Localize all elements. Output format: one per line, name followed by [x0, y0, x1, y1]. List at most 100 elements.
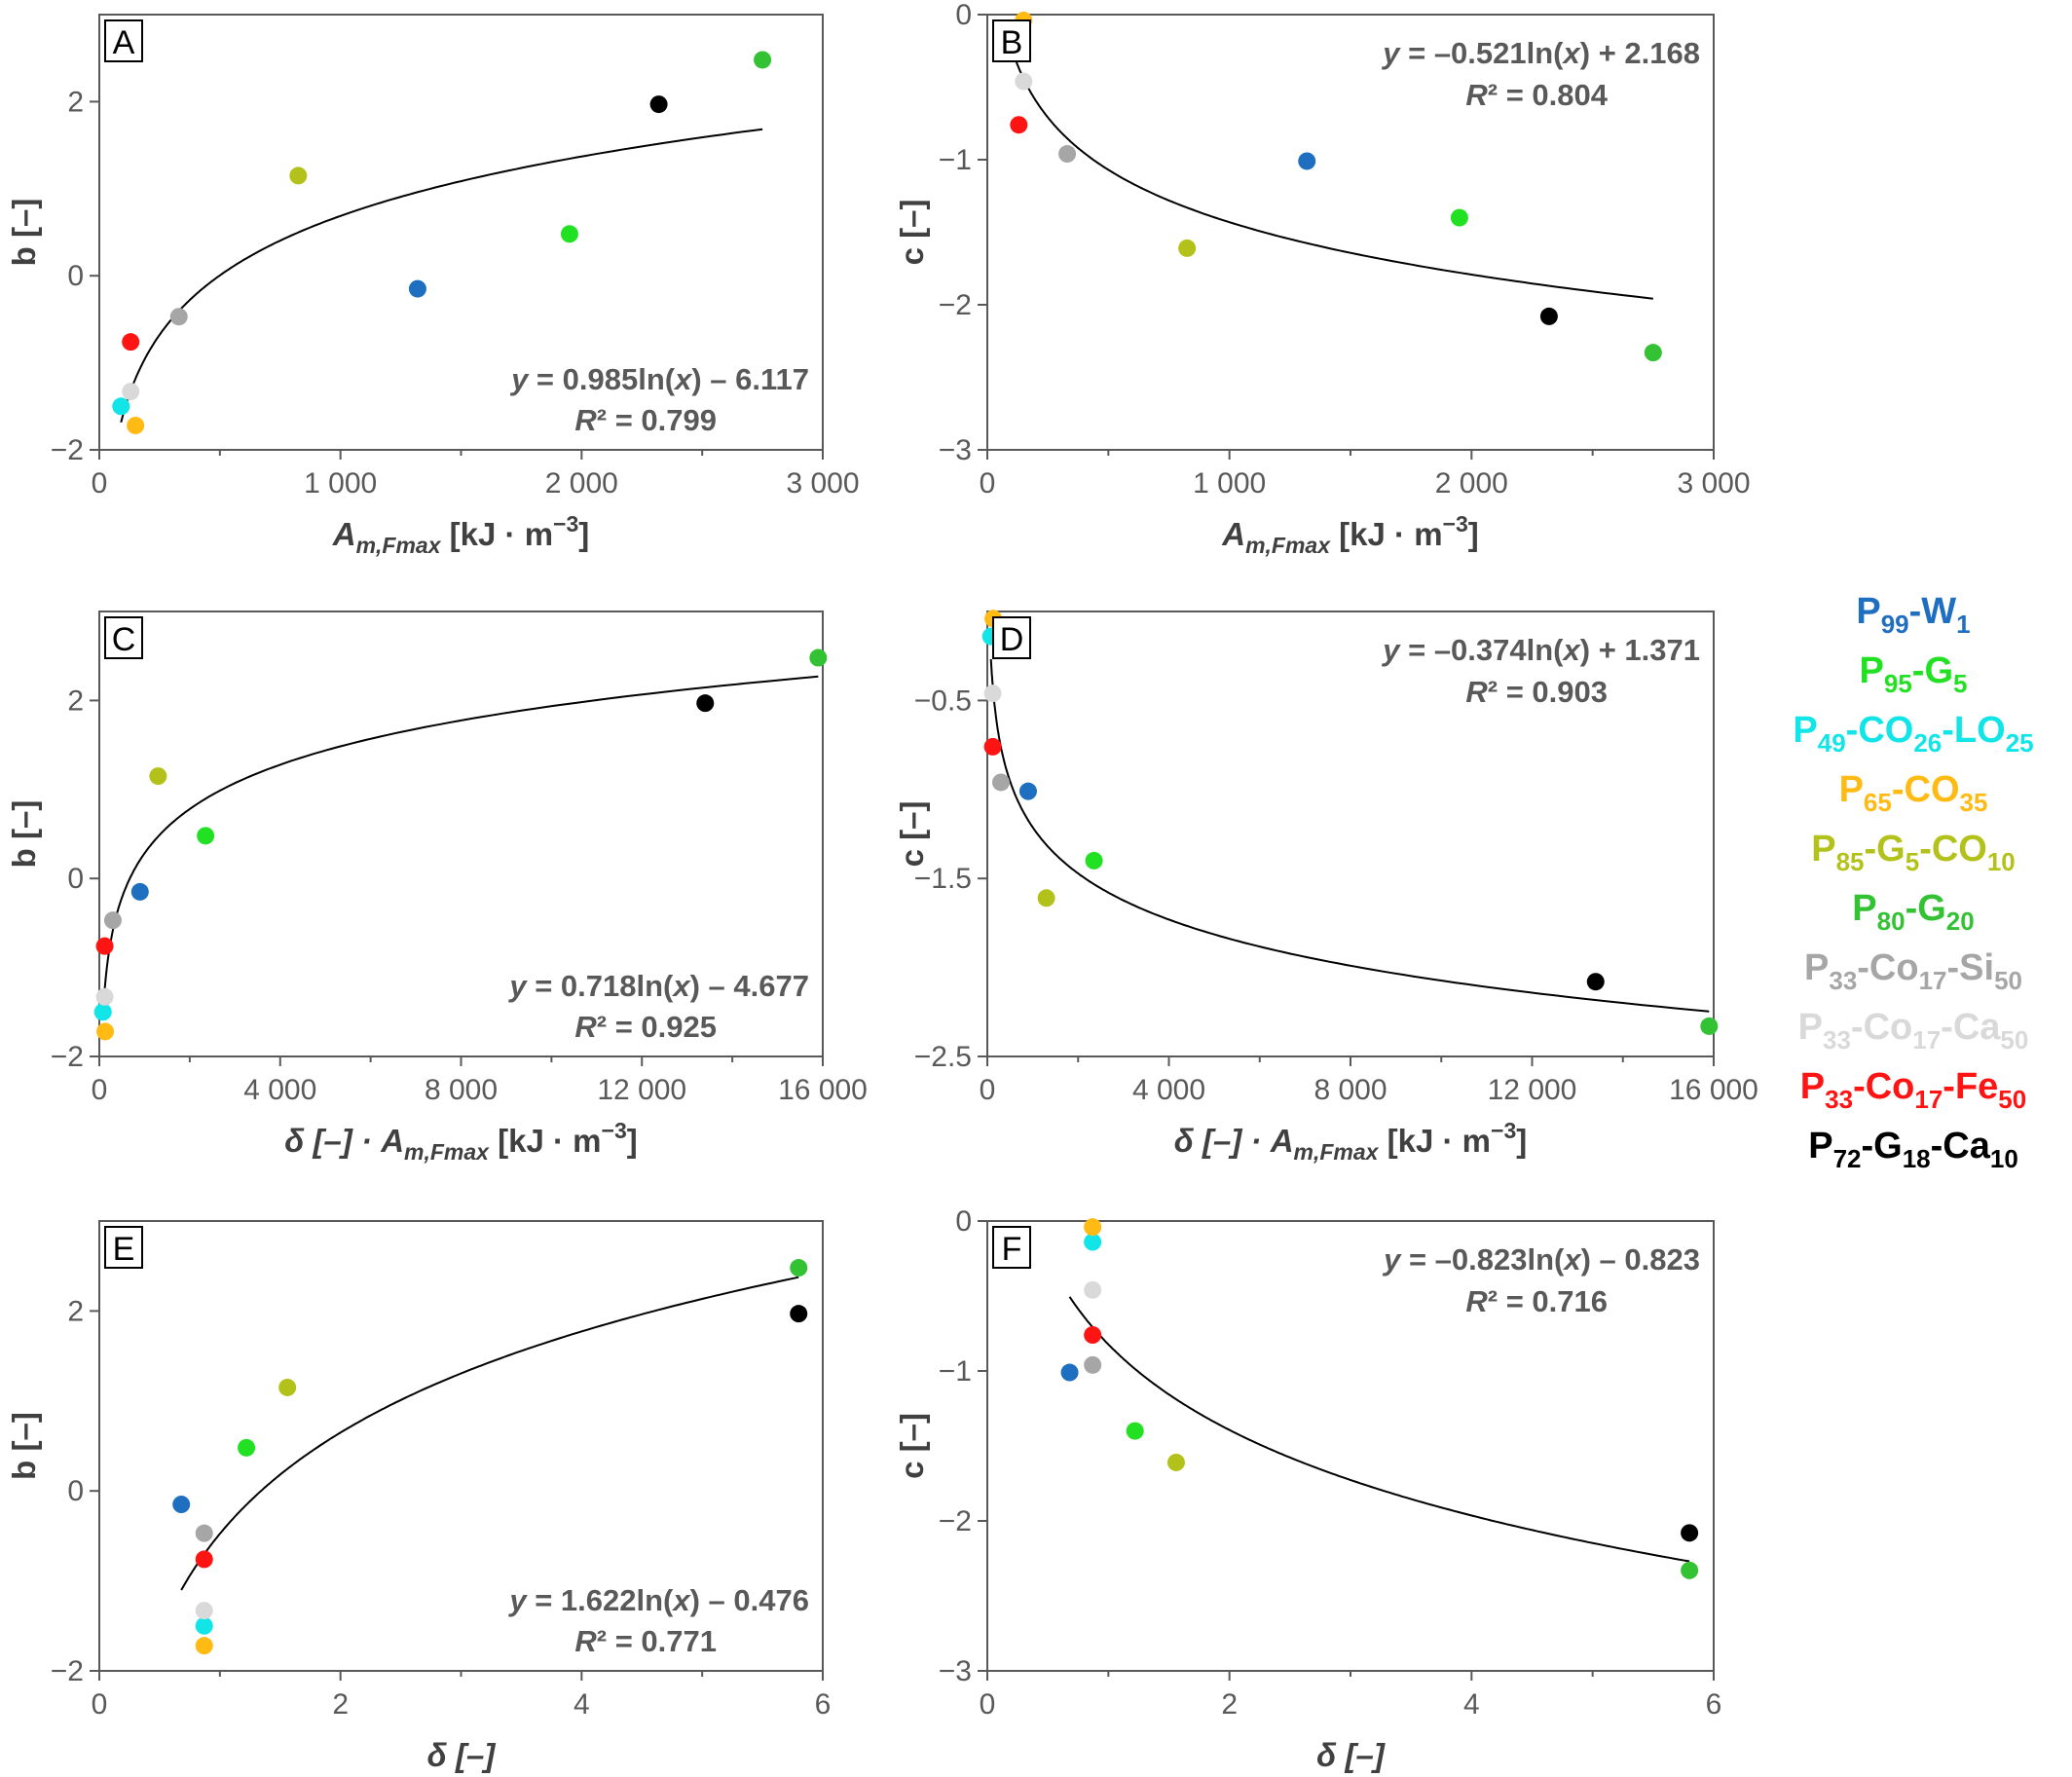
legend-mid: -G — [1861, 1126, 1902, 1166]
data-point — [408, 279, 426, 298]
panel-letter-box — [104, 1226, 143, 1269]
fit-equation: y = 0.985ln(x) – 6.117 — [509, 362, 809, 396]
x-tick-label: 4 000 — [1132, 1074, 1205, 1106]
x-tick-label: 12 000 — [597, 1074, 686, 1106]
r2-value: ² = 0.716 — [1488, 1284, 1608, 1318]
data-point — [197, 827, 215, 845]
eq-x: x — [1562, 36, 1582, 70]
r2-label: R — [574, 1010, 597, 1044]
legend-base: P — [1839, 769, 1864, 810]
legend-entry: P65-CO35 — [1839, 769, 1988, 817]
legend-sub: 18 — [1903, 1144, 1931, 1173]
data-point — [122, 333, 140, 352]
legend-mid: -G — [1865, 829, 1906, 870]
x-tick-label: 6 — [815, 1688, 832, 1721]
fit-curve — [1068, 1296, 1690, 1563]
eq-y: y — [507, 969, 528, 1003]
panel-letter-box — [992, 1226, 1031, 1269]
y-tick-label: −3 — [939, 434, 972, 466]
y-tick-label: 2 — [67, 685, 84, 717]
data-point — [1681, 1561, 1699, 1579]
legend-entry: P80-G20 — [1852, 888, 1974, 936]
legend-sub: 20 — [1946, 907, 1975, 936]
legend-sub: 25 — [2006, 728, 2034, 758]
legend-sub: 10 — [1990, 1144, 2018, 1173]
y-tick-label: −2 — [51, 434, 84, 466]
r2-value: ² = 0.799 — [597, 403, 717, 437]
legend-mid: -CO — [1846, 710, 1914, 751]
x-axis-label: Am,Fmax [kJ · m−3] — [1221, 511, 1479, 558]
x-tick-label: 0 — [980, 1074, 996, 1106]
legend-base: P — [1798, 1007, 1823, 1048]
data-point — [95, 987, 114, 1006]
data-point — [1084, 1280, 1102, 1299]
eq-y: y — [1381, 633, 1401, 667]
x-axis-label-exp: −3 — [553, 511, 578, 537]
legend-entry: P33-Co17-Si50 — [1804, 947, 2022, 995]
legend-sub: 80 — [1877, 907, 1906, 936]
panel-letter-box — [104, 616, 143, 659]
legend-base: P — [1793, 710, 1817, 751]
x-tick-label: 0 — [92, 1074, 108, 1106]
data-point — [1084, 1326, 1102, 1345]
legend-base: P — [1860, 650, 1884, 691]
x-axis-label-end: ] — [578, 516, 589, 552]
fit-curve — [101, 675, 819, 1016]
data-point — [790, 1305, 808, 1323]
x-axis-label: δ [–] — [427, 1737, 497, 1773]
data-point — [1084, 1233, 1102, 1251]
r-squared: R² = 0.925 — [574, 1010, 717, 1044]
panel-letter-box — [992, 616, 1031, 659]
x-axis-label-exp: −3 — [602, 1118, 627, 1143]
eq-mid: = 0.985ln( — [528, 362, 675, 396]
data-point — [238, 1438, 256, 1457]
fit-curve — [120, 128, 763, 424]
x-axis-label-main: A — [1221, 516, 1245, 552]
legend-base: P — [1804, 947, 1829, 988]
eq-suffix: ) – 0.476 — [690, 1583, 809, 1617]
data-point — [96, 1022, 115, 1041]
r-squared: R² = 0.716 — [1465, 1284, 1608, 1318]
r-squared: R² = 0.771 — [574, 1624, 717, 1658]
r2-value: ² = 0.804 — [1488, 78, 1609, 112]
x-tick-label: 8 000 — [1314, 1074, 1387, 1106]
panel-letter: D — [1000, 621, 1024, 658]
legend-mid: -Fe — [1942, 1066, 1998, 1107]
x-axis-label-sub: m,Fmax — [356, 533, 442, 558]
y-axis-label: b [–] — [6, 1412, 42, 1480]
eq-mid: = 0.718ln( — [527, 969, 674, 1003]
data-point — [95, 937, 114, 955]
x-axis-label-main: δ [–] — [427, 1737, 497, 1773]
x-axis-label-unit: [kJ · m — [441, 516, 554, 552]
panel-letter-box — [992, 19, 1031, 62]
data-point — [649, 95, 668, 114]
legend-entry: P49-CO26-LO25 — [1793, 710, 2033, 758]
data-point — [278, 1378, 297, 1396]
x-axis-label-unit: [kJ · m — [1378, 1123, 1491, 1159]
r2-value: ² = 0.903 — [1488, 675, 1608, 709]
data-point — [754, 51, 772, 69]
x-tick-label: 0 — [980, 467, 996, 500]
data-point — [1166, 1453, 1185, 1471]
x-axis-label: δ [–] · Am,Fmax [kJ · m−3] — [1174, 1118, 1528, 1165]
data-point — [1450, 208, 1468, 227]
y-tick-label: 2 — [67, 1295, 84, 1327]
panel-d: −2.5 −1.5 −0.5 0 4 000 8 000 12 000 16 000 c [–]… — [894, 610, 1758, 1165]
panel-letter: E — [113, 1231, 135, 1268]
x-tick-label: 2 — [332, 1688, 349, 1721]
eq-suffix: ) – 6.117 — [691, 362, 809, 396]
r2-label: R — [1465, 1284, 1488, 1318]
y-tick-label: −1 — [939, 1355, 972, 1388]
y-tick-label: −2.5 — [914, 1041, 972, 1073]
eq-x: x — [1562, 1242, 1582, 1277]
eq-mid: = 1.622ln( — [527, 1583, 674, 1617]
fit-equation: y = –0.521ln(x) + 2.168 — [1381, 36, 1700, 70]
legend-sub: 5 — [1906, 847, 1919, 876]
data-point — [1084, 1355, 1102, 1374]
x-tick-label: 1 000 — [1193, 467, 1266, 500]
data-point — [560, 225, 578, 243]
data-point — [1681, 1524, 1699, 1542]
panel-b: −3 −2 −1 0 0 1 000 2 000 3 000 c [–] Am,Fmax [kJ … — [894, 0, 1751, 558]
